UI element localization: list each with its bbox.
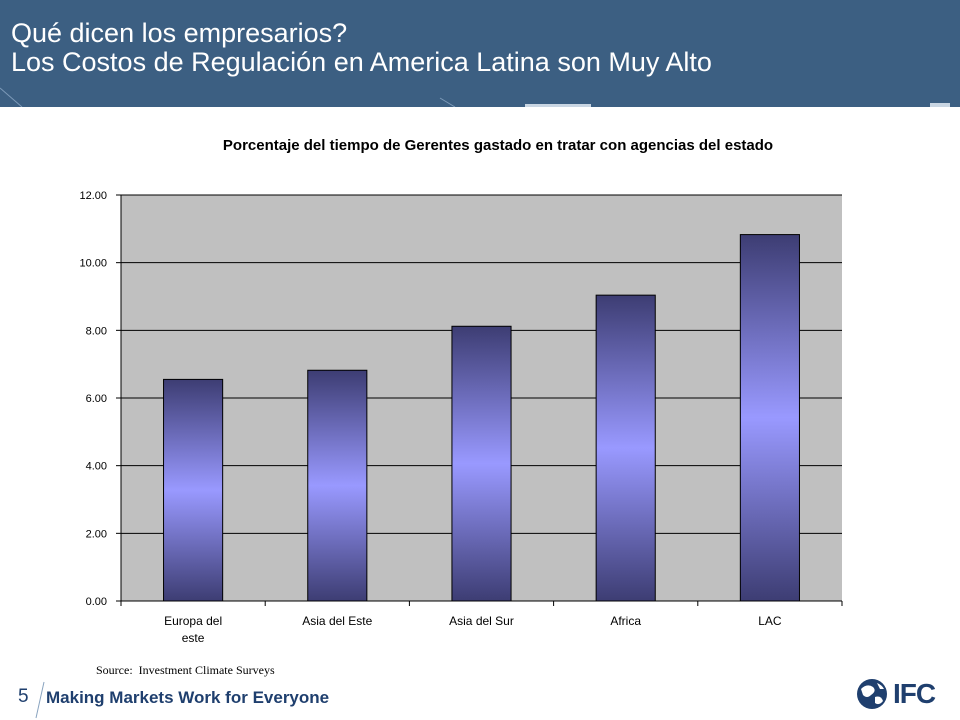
- bar: [163, 378, 224, 602]
- x-category-label: Asia del Sur: [449, 614, 514, 628]
- bar: [595, 294, 656, 602]
- footer-slogan: Making Markets Work for Everyone: [46, 688, 330, 707]
- x-category-label: LAC: [758, 614, 782, 628]
- x-category-label: Europa del este: [164, 614, 222, 645]
- header-decoration: [0, 87, 950, 107]
- ifc-logo: IFC: [855, 677, 947, 711]
- bar: [739, 234, 800, 602]
- y-tick-label: 10.00: [79, 258, 107, 270]
- y-tick-label: 0.00: [86, 596, 107, 608]
- bar: [307, 369, 368, 602]
- y-tick-label: 12.00: [79, 190, 107, 202]
- logo-text: IFC: [893, 678, 936, 709]
- y-tick-label: 8.00: [86, 325, 107, 337]
- chart-title: Porcentaje del tiempo de Gerentes gastad…: [222, 137, 774, 154]
- y-tick-label: 2.00: [86, 528, 107, 540]
- x-category-label: Asia del Este: [302, 614, 372, 628]
- slide-title-line2: Los Costos de Regulación en America Lati…: [11, 47, 712, 77]
- footer-divider: [35, 681, 45, 719]
- x-category-label: Africa: [610, 614, 641, 628]
- y-tick-label: 6.00: [86, 393, 107, 405]
- globe-icon: [857, 679, 887, 709]
- bar: [451, 325, 512, 602]
- bar-chart: 0.00 2.00 4.00 6.00 8.00 10.00 12.00 Europa del…: [79, 190, 843, 645]
- slide-title-line1: Qué dicen los empresarios?: [11, 18, 348, 48]
- page-number: 5: [18, 686, 29, 707]
- chart-source: Source: Investment Climate Surveys: [96, 663, 275, 677]
- slide-header: Qué dicen los empresarios? Los Costos de…: [0, 0, 960, 107]
- y-tick-label: 4.00: [86, 461, 107, 473]
